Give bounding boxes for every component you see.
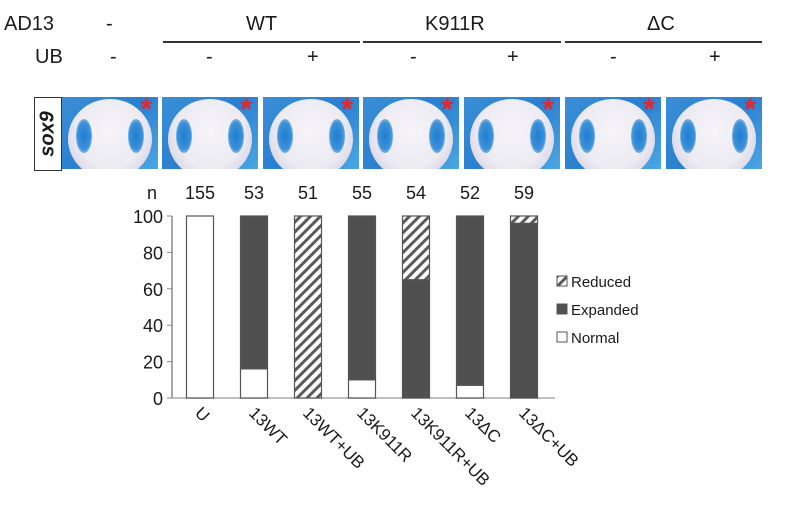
- injected-side-marker: *: [542, 97, 554, 126]
- bar-segment-expanded: [455, 215, 485, 386]
- legend-label-reduced: Reduced: [571, 274, 631, 291]
- bar-segment-reduced: [509, 215, 539, 224]
- bar-segment-reduced: [293, 215, 323, 399]
- bar-segment-reduced: [401, 215, 431, 281]
- ub-value-5: +: [507, 46, 519, 68]
- sox9-stain-left: [478, 119, 494, 153]
- embryo-image-2: *: [162, 97, 258, 169]
- sox9-stain-left: [277, 119, 293, 153]
- legend-swatch-reduced: [556, 275, 568, 287]
- injected-side-marker: *: [643, 97, 655, 126]
- ad13-deltac-label: ΔC: [647, 13, 675, 35]
- sox9-stain-left: [579, 119, 595, 153]
- ub-value-7: +: [709, 46, 721, 68]
- y-tick-label: 100: [133, 207, 163, 227]
- injected-side-marker: *: [240, 97, 252, 126]
- ad13-none-label: -: [106, 13, 113, 35]
- x-tick-label: 13WT: [245, 403, 290, 448]
- ub-value-1: -: [110, 46, 117, 68]
- n-value: 59: [514, 183, 534, 203]
- sox9-stain-right: [429, 119, 445, 153]
- ad13-row-label: AD13: [4, 13, 55, 35]
- sox9-stain-left: [377, 119, 393, 153]
- n-value: 53: [244, 183, 264, 203]
- ub-value-4: -: [410, 46, 417, 68]
- injected-side-marker: *: [341, 97, 353, 126]
- embryo-image-5: *: [464, 97, 560, 169]
- bar-segment-normal: [185, 215, 215, 399]
- n-label: n: [147, 183, 157, 203]
- n-value: 55: [352, 183, 372, 203]
- sox9-stain-left: [176, 119, 192, 153]
- legend-label-normal: Normal: [571, 330, 619, 347]
- x-tick-label: 13ΔC+UB: [515, 403, 582, 470]
- bar-segment-expanded: [347, 215, 377, 381]
- injected-side-marker: *: [744, 97, 756, 126]
- y-tick-label: 0: [153, 389, 163, 409]
- embryo-image-3: *: [263, 97, 359, 169]
- n-value: 52: [460, 183, 480, 203]
- legend-swatch-expanded: [556, 303, 568, 315]
- y-tick-label: 40: [143, 316, 163, 336]
- embryo-image-1: *: [62, 97, 158, 169]
- deltac-group-line: [565, 41, 762, 43]
- gene-label-box: sox9: [34, 97, 62, 171]
- x-tick-label: 13ΔC: [461, 403, 505, 447]
- ub-value-2: -: [206, 46, 213, 68]
- y-tick-label: 80: [143, 243, 163, 263]
- bar-segment-normal: [347, 379, 377, 399]
- wt-group-line: [163, 41, 360, 43]
- y-tick-label: 20: [143, 353, 163, 373]
- sox9-stain-left: [680, 119, 696, 153]
- sox9-stain-right: [128, 119, 144, 153]
- bar-segment-normal: [455, 384, 485, 399]
- bar-segment-normal: [239, 368, 269, 399]
- bar-segment-expanded: [239, 215, 269, 370]
- k911r-group-line: [363, 41, 561, 43]
- ub-row-label: UB: [35, 46, 63, 68]
- x-tick-label: U: [191, 403, 213, 425]
- injected-side-marker: *: [140, 97, 152, 126]
- n-value: 51: [298, 183, 318, 203]
- bar-segment-expanded: [401, 279, 431, 399]
- legend-swatch-normal: [556, 331, 568, 343]
- ub-value-3: +: [307, 46, 319, 68]
- n-value: 155: [185, 183, 215, 203]
- sox9-stain-right: [228, 119, 244, 153]
- ad13-k911r-label: K911R: [425, 13, 485, 35]
- y-tick-label: 60: [143, 280, 163, 300]
- legend-label-expanded: Expanded: [571, 302, 639, 319]
- sox9-stain-right: [732, 119, 748, 153]
- injected-side-marker: *: [441, 97, 453, 126]
- sox9-stain-left: [76, 119, 92, 153]
- embryo-image-7: *: [666, 97, 762, 169]
- bar-segment-expanded: [509, 222, 539, 399]
- embryo-image-6: *: [565, 97, 661, 169]
- embryo-image-4: *: [363, 97, 459, 169]
- sox9-stain-right: [631, 119, 647, 153]
- ad13-wt-label: WT: [246, 13, 278, 35]
- n-value: 54: [406, 183, 426, 203]
- sox9-stain-right: [329, 119, 345, 153]
- sox9-stain-right: [530, 119, 546, 153]
- ub-value-6: -: [610, 46, 617, 68]
